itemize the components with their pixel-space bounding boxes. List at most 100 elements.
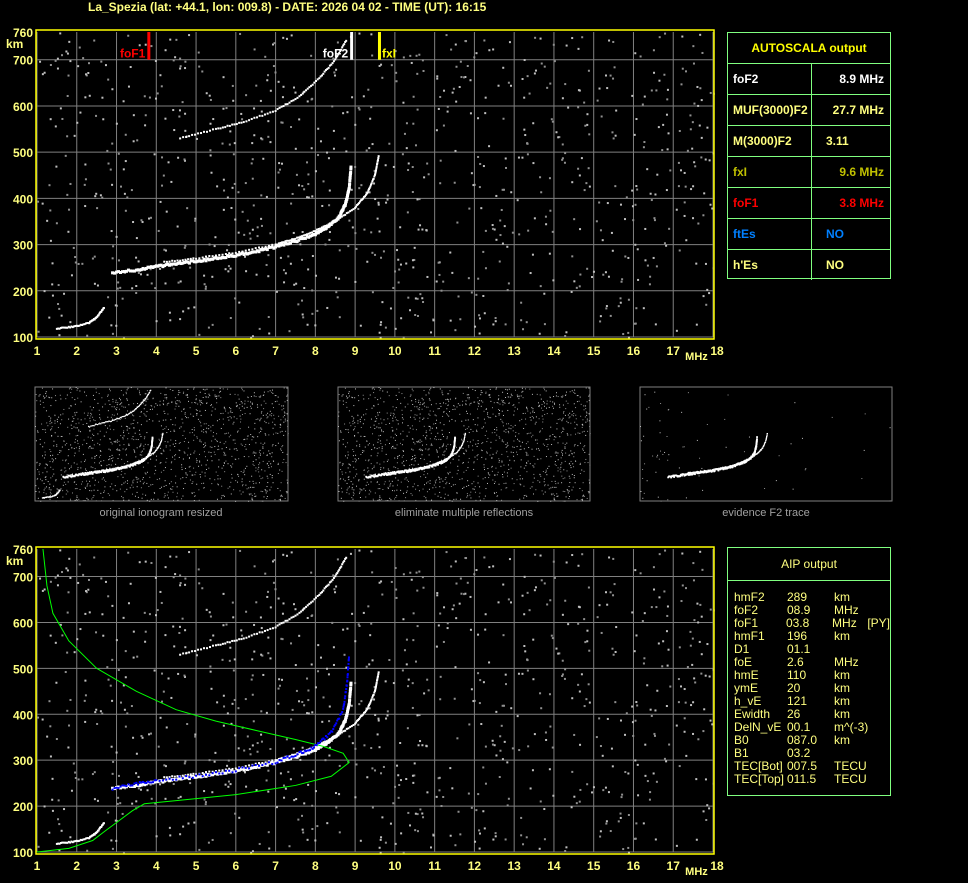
noise-point xyxy=(691,637,694,640)
noise-point xyxy=(82,453,84,455)
noise-point xyxy=(139,480,141,482)
noise-point xyxy=(218,459,220,461)
noise-point xyxy=(244,467,246,469)
noise-point xyxy=(565,846,568,849)
x-mode-trace-point xyxy=(329,738,332,741)
e-layer-trace-point xyxy=(65,326,68,329)
multihop-trace-point xyxy=(208,129,211,132)
noise-point xyxy=(224,471,226,473)
noise-point xyxy=(100,418,102,420)
noise-point xyxy=(692,579,695,582)
noise-point xyxy=(311,804,314,807)
noise-point xyxy=(38,464,40,466)
x-tick-label: 2 xyxy=(73,344,80,358)
noise-point xyxy=(506,761,509,764)
noise-point xyxy=(511,747,514,750)
o-mode-trace-point xyxy=(303,752,307,756)
noise-point xyxy=(416,72,419,75)
noise-point xyxy=(293,86,296,89)
noise-point xyxy=(501,460,503,462)
x-mode-trace-point xyxy=(139,460,141,462)
noise-point xyxy=(265,434,267,436)
noise-point xyxy=(236,406,238,408)
noise-point xyxy=(692,45,695,48)
noise-point xyxy=(115,399,117,401)
noise-point xyxy=(200,422,202,424)
noise-point xyxy=(664,549,667,552)
noise-point xyxy=(306,196,309,199)
multihop-trace-point xyxy=(179,653,182,656)
noise-point xyxy=(39,478,41,480)
noise-point xyxy=(224,408,226,410)
noise-point xyxy=(708,807,711,810)
x-mode-trace-point xyxy=(358,717,361,720)
noise-point xyxy=(150,282,153,285)
noise-point xyxy=(193,429,195,431)
y-tick-label: 400 xyxy=(13,708,33,722)
e-layer-trace-point xyxy=(66,841,69,844)
noise-point xyxy=(274,395,276,397)
noise-point xyxy=(55,395,57,397)
x-mode-trace-point xyxy=(325,224,328,227)
noise-point xyxy=(250,434,252,436)
x-mode-trace-point xyxy=(374,686,377,689)
noise-point xyxy=(52,475,54,477)
noise-point xyxy=(557,652,560,655)
noise-point xyxy=(692,62,695,65)
noise-point xyxy=(229,411,231,413)
noise-point xyxy=(110,324,113,327)
noise-point xyxy=(699,550,702,553)
noise-point xyxy=(160,425,162,427)
o-mode-trace-point xyxy=(71,474,74,476)
noise-point xyxy=(354,232,357,235)
noise-point xyxy=(159,200,162,203)
noise-point xyxy=(220,497,222,499)
noise-point xyxy=(251,674,254,677)
noise-point xyxy=(636,188,639,191)
noise-point xyxy=(411,259,414,262)
noise-point xyxy=(176,225,179,228)
noise-point xyxy=(258,842,261,845)
noise-point xyxy=(46,735,49,738)
noise-point xyxy=(498,776,501,779)
noise-point xyxy=(150,484,152,486)
noise-point xyxy=(406,211,409,214)
x-mode-trace-point xyxy=(292,753,295,756)
noise-point xyxy=(282,784,285,787)
noise-point xyxy=(549,209,552,212)
noise-point xyxy=(203,487,205,489)
noise-point xyxy=(66,442,68,444)
noise-point xyxy=(501,242,504,245)
noise-point xyxy=(587,683,590,686)
noise-point xyxy=(446,438,448,440)
noise-point xyxy=(601,754,604,757)
noise-point xyxy=(231,84,234,87)
noise-point xyxy=(507,444,509,446)
noise-point xyxy=(245,448,247,450)
noise-point xyxy=(314,839,317,842)
noise-point xyxy=(392,802,395,805)
noise-point xyxy=(177,281,180,284)
noise-point xyxy=(121,402,123,404)
y-tick-label: 200 xyxy=(13,285,33,299)
noise-point xyxy=(681,584,684,587)
noise-point xyxy=(235,458,237,460)
noise-point xyxy=(355,388,357,390)
x-mode-trace-point xyxy=(276,243,279,246)
noise-point xyxy=(262,443,264,445)
noise-point xyxy=(227,759,230,762)
multihop-trace-point xyxy=(266,629,269,632)
noise-point xyxy=(131,414,133,416)
noise-point xyxy=(122,616,125,619)
noise-point xyxy=(355,454,357,456)
noise-point xyxy=(149,732,152,735)
noise-point xyxy=(280,482,282,484)
noise-point xyxy=(285,430,287,432)
noise-point xyxy=(178,625,181,628)
noise-point xyxy=(411,166,414,169)
aip-trace-point xyxy=(178,775,181,778)
noise-point xyxy=(704,262,707,265)
multihop-trace-point xyxy=(286,103,289,106)
noise-point xyxy=(44,487,46,489)
noise-point xyxy=(43,805,46,808)
